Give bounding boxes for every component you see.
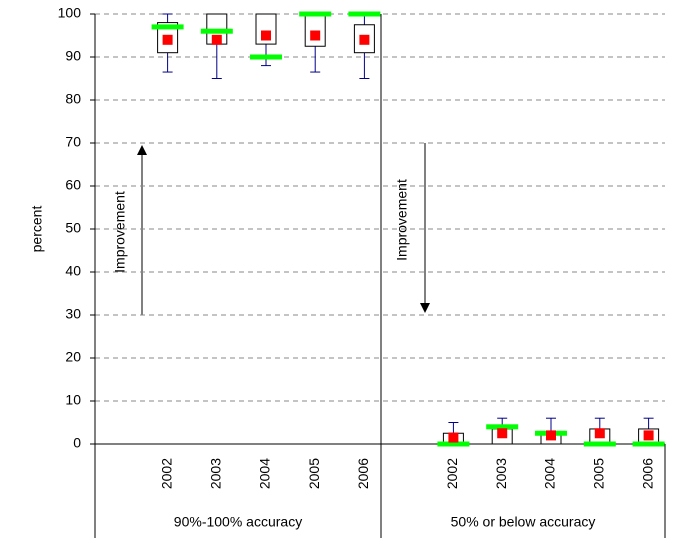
mean xyxy=(310,30,321,41)
marker xyxy=(583,441,616,447)
x-tick-label: 2003 xyxy=(208,458,224,489)
mean xyxy=(643,430,654,441)
y-tick-label: 30 xyxy=(65,306,81,322)
x-tick-label: 2006 xyxy=(355,458,371,489)
y-tick-label: 80 xyxy=(65,91,81,107)
x-tick-label: 2003 xyxy=(493,458,509,489)
mean xyxy=(211,34,222,45)
y-tick-label: 90 xyxy=(65,48,81,64)
y-tick-label: 60 xyxy=(65,177,81,193)
marker xyxy=(250,54,282,60)
y-tick-label: 70 xyxy=(65,134,81,150)
mean xyxy=(162,34,173,45)
mean xyxy=(448,432,459,443)
group-label: 50% or below accuracy xyxy=(451,514,596,530)
box xyxy=(304,13,326,47)
mean xyxy=(497,428,508,439)
y-tick-label: 100 xyxy=(58,5,82,21)
annotation: Improvement xyxy=(112,191,128,273)
group-label: 90%-100% accuracy xyxy=(174,514,302,530)
x-tick-label: 2006 xyxy=(639,458,655,489)
y-tick-label: 40 xyxy=(65,263,81,279)
x-tick-label: 2004 xyxy=(257,458,273,489)
x-tick-label: 2004 xyxy=(542,458,558,489)
y-tick-label: 10 xyxy=(65,392,81,408)
marker xyxy=(151,24,184,30)
y-axis-label: percent xyxy=(29,206,45,253)
marker xyxy=(348,11,381,17)
x-tick-label: 2005 xyxy=(591,458,607,489)
marker xyxy=(299,11,332,17)
y-tick-label: 0 xyxy=(73,435,81,451)
mean xyxy=(594,428,605,439)
mean xyxy=(359,34,370,45)
mean xyxy=(261,30,271,41)
marker xyxy=(437,441,470,447)
x-tick-label: 2005 xyxy=(306,458,322,489)
marker xyxy=(486,424,519,430)
y-tick-label: 20 xyxy=(65,349,81,365)
y-tick-label: 50 xyxy=(65,220,81,236)
mean xyxy=(546,430,556,441)
x-tick-label: 2002 xyxy=(158,458,174,489)
marker xyxy=(200,28,233,34)
x-tick-label: 2002 xyxy=(444,458,460,489)
marker xyxy=(632,441,665,447)
annotation: Improvement xyxy=(394,179,410,261)
